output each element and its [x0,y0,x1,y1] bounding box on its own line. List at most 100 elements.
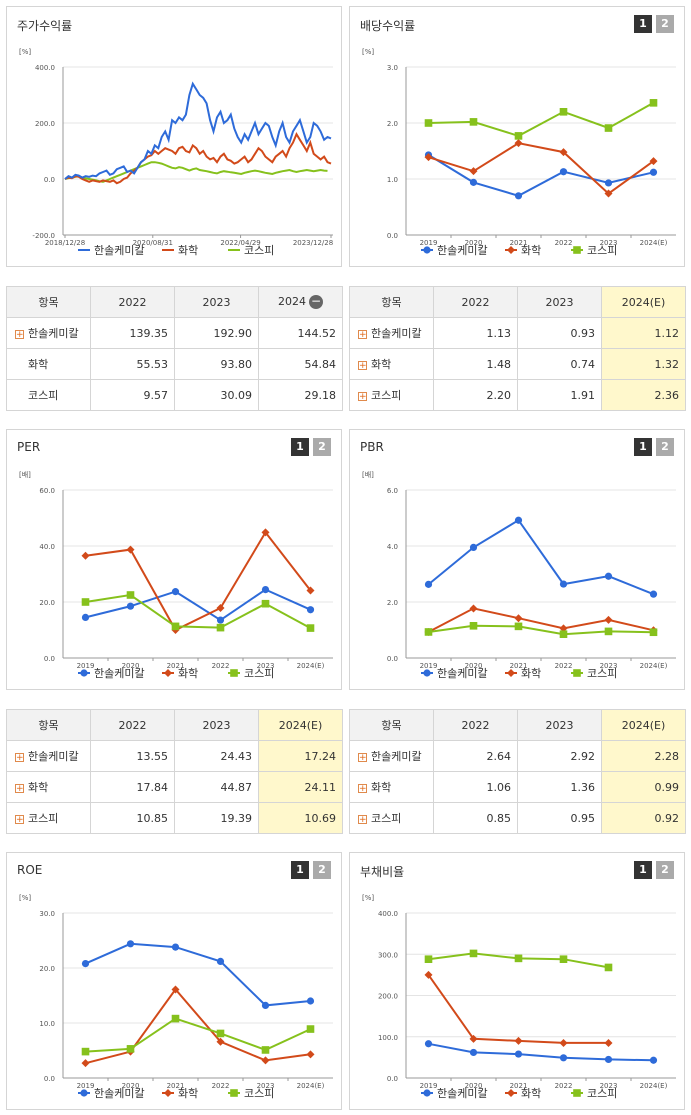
legend-label: 코스피 [587,667,617,680]
data-point [261,528,270,537]
y-tick-label: 20.0 [39,965,55,973]
data-point [424,970,433,979]
data-point [559,148,568,157]
expand-icon[interactable]: + [358,783,367,794]
expand-icon[interactable]: + [15,329,24,340]
data-point [81,613,90,621]
data-point [507,246,515,254]
panel-title: 배당수익률 [360,19,416,33]
header-2023: 2023 [517,286,602,318]
data-point [261,1001,270,1009]
expand-icon[interactable]: + [358,329,367,340]
x-tick-label: 2023/12/28 [293,239,333,247]
table-row: + 코스피 2.20 1.91 2.36 [349,379,686,411]
view-1-button[interactable]: 1 [634,15,652,33]
x-tick-label: 2024(E) [640,662,668,670]
collapse-icon[interactable]: − [309,294,323,309]
x-tick-label: 2019 [77,1082,95,1090]
legend-label: 화학 [521,244,541,257]
header-item: 항목 [349,709,434,741]
debt-ratio-chart: [%] 0.0 100.0 200.0 300.0 400.0 2019 2020 2021 20… [362,894,676,1100]
data-point [216,1037,225,1046]
data-point [559,168,568,176]
data-point [573,246,581,254]
data-point [469,1034,478,1043]
roe-chart: [%] 0.0 10.0 20.0 30.0 2019 2020 2021 2022 2023 20… [19,894,333,1100]
expand-icon[interactable]: + [15,752,24,763]
y-tick-label: 0.0 [387,1075,398,1083]
x-tick-label: 2024(E) [640,239,668,247]
data-point [164,1089,172,1097]
view-2-button[interactable]: 2 [313,438,331,456]
legend-label: 화학 [178,1087,198,1100]
header-2023: 2023 [517,709,602,741]
header-item: 항목 [349,286,434,318]
x-tick-label: 2024(E) [297,662,325,670]
data-point [514,954,523,963]
legend-label: 화학 [178,244,198,257]
legend-label: 코스피 [587,1087,617,1100]
data-point [424,153,433,162]
table-row: 화학 55.53 93.80 54.84 [6,348,343,380]
y-tick-label: 400.0 [378,910,398,918]
data-point [559,624,568,633]
series-line [85,987,311,1065]
data-point [126,602,135,610]
panel-stock-return: 주가수익률 [%] -200.0 0.0 200.0 400.0 2018/12/28 20… [6,6,342,267]
data-point [514,622,523,631]
y-tick-label: 400.0 [35,64,55,72]
expand-icon[interactable]: + [358,752,367,763]
view-2-button[interactable]: 2 [656,15,674,33]
panel-title: 부채비율 [360,865,405,879]
series-line [428,624,654,636]
data-point [604,124,613,132]
table-row: 코스피 9.57 30.09 29.18 [6,379,343,411]
data-point [171,588,180,596]
data-point [507,669,515,677]
data-point [469,949,478,958]
view-2-button[interactable]: 2 [656,861,674,879]
view-1-button[interactable]: 1 [291,438,309,456]
expand-icon[interactable]: + [358,360,367,371]
y-tick-label: 0.0 [387,232,398,240]
per-chart: [배] 0.0 20.0 40.0 60.0 2019 2020 2021 2022 2023 20… [19,470,333,680]
table-row: + 한솔케미칼 2.64 2.92 2.28 [349,740,686,772]
view-2-button[interactable]: 2 [656,438,674,456]
x-tick-label: 2021 [510,239,528,247]
y-tick-label: 0.0 [44,1075,55,1083]
data-point [171,622,180,631]
x-tick-label: 2020 [465,1082,483,1090]
expand-icon[interactable]: + [358,814,367,825]
x-tick-label: 2019 [420,239,438,247]
data-point [604,179,613,187]
data-point [80,669,88,677]
view-1-button[interactable]: 1 [634,861,652,879]
data-point [171,943,180,951]
expand-icon[interactable]: + [358,391,367,402]
y-tick-label: 60.0 [39,487,55,495]
table-row: + 화학 1.48 0.74 1.32 [349,348,686,380]
expand-icon[interactable]: + [15,783,24,794]
y-tick-label: 6.0 [387,487,398,495]
view-1-button[interactable]: 1 [634,438,652,456]
view-2-button[interactable]: 2 [313,861,331,879]
series-line [428,101,654,137]
series-line [85,1017,311,1053]
series-line [85,593,311,629]
panel-title: 주가수익률 [17,19,73,33]
header-2022: 2022 [90,286,175,318]
legend-label: 화학 [521,1087,541,1100]
view-1-button[interactable]: 1 [291,861,309,879]
x-tick-label: 2022 [555,662,573,670]
series-line [428,1042,654,1062]
series-line [64,81,332,180]
data-point [261,1056,270,1065]
expand-icon[interactable]: + [15,814,24,825]
data-point [81,1047,90,1056]
x-tick-label: 2019 [420,1082,438,1090]
data-point [469,622,478,630]
